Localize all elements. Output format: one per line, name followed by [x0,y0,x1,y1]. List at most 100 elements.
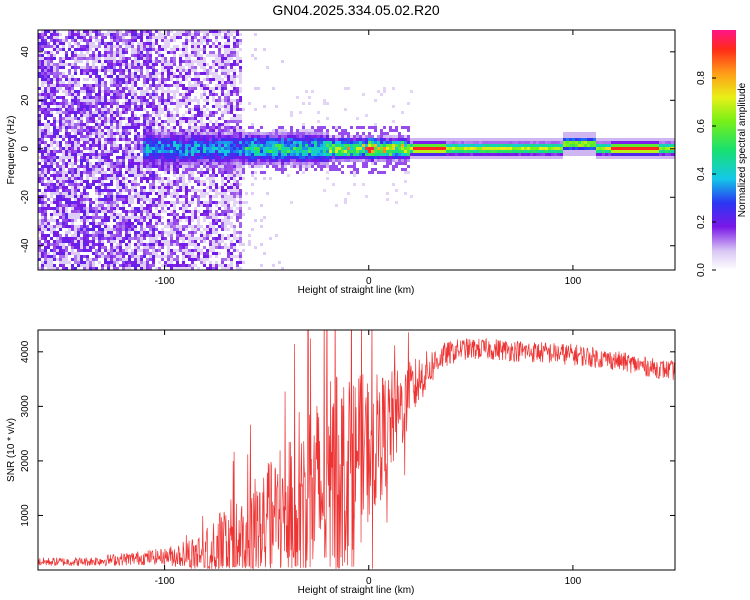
heatmap-cell [179,138,182,141]
heatmap-cell [50,267,53,270]
heatmap-cell [122,135,125,138]
heatmap-cell [206,36,209,39]
heatmap-cell [80,72,83,75]
heatmap-cell [131,207,134,210]
heatmap-cell [389,141,392,144]
heatmap-cell [143,255,146,258]
heatmap-cell [332,150,335,153]
heatmap-cell [215,267,218,270]
heatmap-cell [134,108,137,111]
heatmap-cell [68,150,71,153]
heatmap-cell [140,141,143,144]
heatmap-cell [326,177,329,180]
heatmap-cell [74,141,77,144]
heatmap-cell [254,150,257,153]
heatmap-cell [101,99,104,102]
heatmap-cell [209,39,212,42]
heatmap-cell [152,147,155,150]
heatmap-cell [101,201,104,204]
heatmap-cell [137,165,140,168]
heatmap-cell [221,60,224,63]
heatmap-cell [191,225,194,228]
heatmap-cell [215,111,218,114]
heatmap-cell [374,150,377,153]
heatmap-cell [155,75,158,78]
heatmap-cell [311,144,314,147]
heatmap-cell [56,201,59,204]
heatmap-cell [128,165,131,168]
heatmap-cell [161,126,164,129]
heatmap-cell [155,108,158,111]
heatmap-cell [188,156,191,159]
heatmap-cell [107,228,110,231]
heatmap-cell [56,129,59,132]
heatmap-cell [110,54,113,57]
heatmap-cell [158,138,161,141]
heatmap-cell [149,219,152,222]
heatmap-cell [347,144,350,147]
heatmap-cell [41,210,44,213]
heatmap-cell [161,222,164,225]
heatmap-cell [173,243,176,246]
heatmap-cell [44,213,47,216]
heatmap-cell [122,264,125,267]
heatmap-cell [260,147,263,150]
heatmap-cell [284,153,287,156]
heatmap-cell [194,189,197,192]
heatmap-cell [287,138,290,141]
heatmap-cell [314,162,317,165]
heatmap-cell [194,114,197,117]
heatmap-cell [236,264,239,267]
heatmap-cell [182,195,185,198]
heatmap-cell [74,198,77,201]
heatmap-cell [113,174,116,177]
heatmap-cell [101,237,104,240]
heatmap-cell [179,123,182,126]
heatmap-cell [53,93,56,96]
heatmap-cell [77,45,80,48]
heatmap-cell [338,147,341,150]
heatmap-cell [227,105,230,108]
heatmap-cell [380,150,383,153]
heatmap-cell [200,159,203,162]
heatmap-cell [50,258,53,261]
heatmap-cell [206,99,209,102]
heatmap-cell [305,135,308,138]
heatmap-cell [101,174,104,177]
heatmap-cell [281,141,284,144]
heatmap-cell [161,189,164,192]
heatmap-cell [224,60,227,63]
heatmap-cell [59,60,62,63]
heatmap-cell [56,237,59,240]
heatmap-cell [62,48,65,51]
heatmap-cell [374,99,377,102]
heatmap-cell [167,180,170,183]
heatmap-cell [68,135,71,138]
heatmap-cell [140,105,143,108]
heatmap-cell [338,144,341,147]
heatmap-cell [203,234,206,237]
heatmap-cell [170,234,173,237]
heatmap-cell [239,108,242,111]
heatmap-cell [338,135,341,138]
heatmap-cell [89,117,92,120]
heatmap-cell [50,102,53,105]
heatmap-cell [362,138,365,141]
heatmap-cell [68,108,71,111]
heatmap-cell [362,141,365,144]
heatmap-cell [371,168,374,171]
heatmap-cell [182,33,185,36]
heatmap-cell [179,195,182,198]
heatmap-cell [59,111,62,114]
heatmap-cell [176,90,179,93]
heatmap-cell [191,36,194,39]
heatmap-cell [56,63,59,66]
heatmap-cell [359,138,362,141]
heatmap-cell [152,60,155,63]
heatmap-cell [128,264,131,267]
heatmap-cell [146,60,149,63]
heatmap-cell [38,75,41,78]
heatmap-cell [185,249,188,252]
heatmap-cell [161,96,164,99]
heatmap-cell [77,111,80,114]
